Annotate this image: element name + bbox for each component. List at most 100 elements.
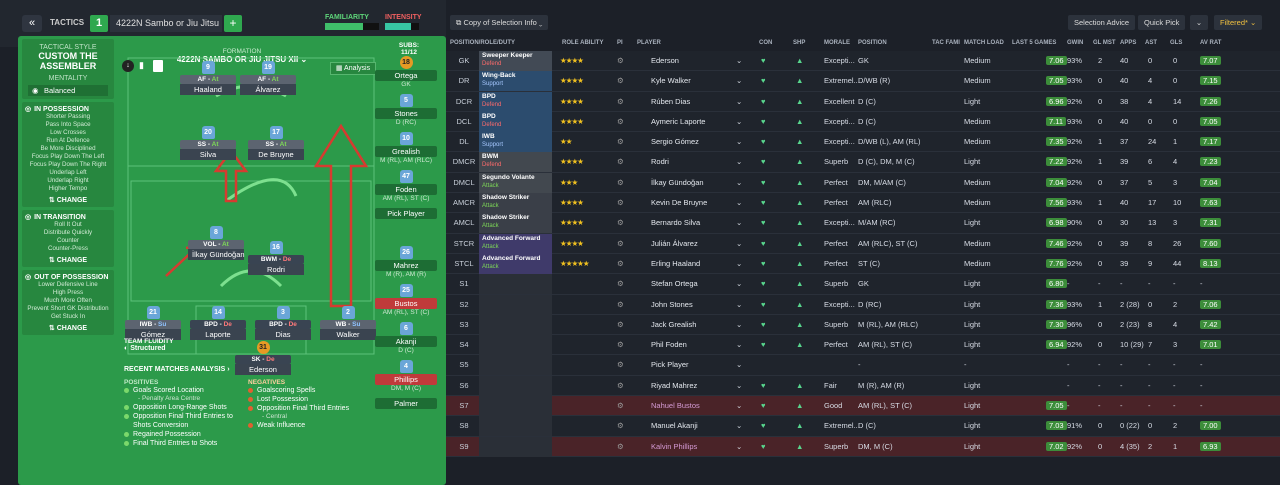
player-name[interactable]: Kevin De Bruyne	[651, 198, 708, 208]
chevron-down-icon[interactable]: ⌄	[736, 96, 743, 106]
role-cell[interactable]: BPD Defend	[479, 111, 552, 132]
filter-button[interactable]: Filtered* ⌄	[1214, 15, 1263, 30]
role-cell[interactable]	[479, 416, 552, 437]
pi-icon[interactable]: ⚙	[617, 380, 624, 390]
table-row[interactable]: S9 ⚙ Kalvin Phillips ⌄ ♥ ▲ Superb DM, M (C) Ligh…	[446, 436, 1280, 457]
player-name[interactable]: Manuel Akanji	[651, 421, 698, 431]
role-cell[interactable]	[479, 294, 552, 315]
in-transition-change-button[interactable]: ⇅ CHANGE	[48, 257, 88, 264]
role-cell[interactable]: Advanced Forward Attack	[479, 253, 552, 274]
pitch-player[interactable]: 3 BPD - De Dias	[255, 306, 311, 340]
pi-icon[interactable]: ⚙	[617, 279, 624, 289]
pi-icon[interactable]: ⚙	[617, 218, 624, 228]
role-cell[interactable]	[479, 335, 552, 356]
tablet-icon[interactable]	[153, 60, 163, 72]
role-cell[interactable]: Shadow Striker Attack	[479, 193, 552, 214]
table-row[interactable]: GK Sweeper Keeper Defend ★★★★ ⚙ Ederson ⌄ ♥ ▲ Exc…	[446, 51, 1280, 72]
pitch-player[interactable]: 14 BPD - De Laporte	[190, 306, 246, 340]
chevron-down-icon[interactable]: ⌄	[736, 421, 743, 431]
role-cell[interactable]	[479, 436, 552, 457]
pi-icon[interactable]: ⚙	[617, 96, 624, 106]
pitch-player[interactable]: 19 AF - At Álvarez	[240, 61, 296, 95]
sub-slot[interactable]: 4 Phillips DM, M (C)	[373, 360, 439, 398]
add-tactic-button[interactable]: +	[224, 15, 242, 32]
column-header[interactable]: GL MST	[1093, 40, 1116, 46]
player-name[interactable]: İlkay Gündoğan	[651, 177, 704, 187]
table-row[interactable]: S5 ⚙ Pick Player ⌄ - - - - - - - -	[446, 355, 1280, 376]
pitch-player[interactable]: 21 IWB - Su Gómez	[125, 306, 181, 340]
column-header[interactable]: AST	[1145, 40, 1157, 46]
table-row[interactable]: DMCR BWM Defend ★★★★ ⚙ Rodri ⌄ ♥ ▲ Superb D (C), D…	[446, 152, 1280, 173]
sub-slot[interactable]: 25 Bustos AM (RL), ST (C)	[373, 284, 439, 322]
chevron-down-icon[interactable]: ⌄	[736, 238, 743, 248]
player-name[interactable]: Rúben Dias	[651, 96, 691, 106]
sub-slot[interactable]: Palmer	[373, 398, 439, 436]
selection-advice-button[interactable]: Selection Advice	[1068, 15, 1136, 30]
role-cell[interactable]: BWM Defend	[479, 152, 552, 173]
pi-icon[interactable]: ⚙	[617, 76, 624, 86]
pi-icon[interactable]: ⚙	[617, 56, 624, 65]
pi-icon[interactable]: ⚙	[617, 177, 624, 187]
chevron-down-icon[interactable]: ⌄	[736, 401, 743, 411]
pi-icon[interactable]: ⚙	[617, 340, 624, 350]
table-row[interactable]: STCL Advanced Forward Attack ★★★★★ ⚙ Erling H…	[446, 253, 1280, 275]
table-row[interactable]: S8 ⚙ Manuel Akanji ⌄ ♥ ▲ Extremel... D (C) Light…	[446, 416, 1280, 437]
player-name[interactable]: Rodri	[651, 157, 669, 167]
recent-matches-title[interactable]: RECENT MATCHES ANALYSIS ›	[124, 366, 230, 373]
pitch-player[interactable]: 17 SS - At De Bruyne	[248, 126, 304, 160]
role-cell[interactable]: Sweeper Keeper Defend	[479, 51, 552, 71]
chevron-down-icon[interactable]: ⌄	[736, 177, 743, 187]
table-row[interactable]: AMCL Shadow Striker Attack ★★★★ ⚙ Bernardo Si…	[446, 213, 1280, 234]
column-header[interactable]: TAC FAMI	[932, 40, 960, 46]
player-name[interactable]: Stefan Ortega	[651, 279, 698, 289]
column-header[interactable]: APPS	[1120, 40, 1137, 46]
formation-title[interactable]: 4222N SAMBO OR JIU JITSU XII ⌄	[176, 55, 308, 64]
table-row[interactable]: S2 ⚙ John Stones ⌄ ♥ ▲ Excepti... D (RC) Light 7.…	[446, 294, 1280, 315]
back-nav-button[interactable]: «	[22, 15, 42, 32]
role-cell[interactable]: Advanced Forward Attack	[479, 233, 552, 254]
chevron-down-icon[interactable]: ⌄	[736, 56, 743, 65]
tactic-number[interactable]: 1	[90, 15, 108, 32]
player-name[interactable]: Jack Grealish	[651, 319, 697, 329]
player-name[interactable]: Ederson	[651, 56, 679, 65]
table-row[interactable]: S1 ⚙ Stefan Ortega ⌄ ♥ ▲ Superb GK Light 6.80- - - -…	[446, 274, 1280, 295]
chevron-down-icon[interactable]: ⌄	[736, 198, 743, 208]
pi-icon[interactable]: ⚙	[617, 360, 624, 370]
player-name[interactable]: Erling Haaland	[651, 258, 701, 268]
chevron-down-icon[interactable]: ⌄	[736, 116, 743, 126]
sub-slot[interactable]: 47 Foden AM (RL), ST (C)	[373, 170, 439, 208]
table-row[interactable]: DR Wing-Back Support ★★★★ ⚙ Kyle Walker ⌄ ♥ ▲ Ext…	[446, 71, 1280, 92]
role-cell[interactable]: Wing-Back Support	[479, 71, 552, 92]
quick-pick-dropdown[interactable]: ⌄	[1190, 15, 1208, 30]
player-name[interactable]: Phil Foden	[651, 340, 687, 350]
chevron-down-icon[interactable]: ⌄	[736, 380, 743, 390]
role-cell[interactable]	[479, 396, 552, 417]
tactical-style-box[interactable]: TACTICAL STYLE CUSTOM THE ASSEMBLER MENT…	[22, 39, 114, 99]
chevron-down-icon[interactable]: ⌄	[736, 319, 743, 329]
column-header[interactable]: CON	[759, 40, 773, 46]
sub-slot[interactable]: 5 Stones D (RC)	[373, 94, 439, 132]
chevron-down-icon[interactable]: ⌄	[736, 76, 743, 86]
analysis-button[interactable]: ▦ Analysis	[330, 62, 376, 75]
chevron-down-icon[interactable]: ⌄	[736, 137, 743, 147]
player-name[interactable]: John Stones	[651, 299, 693, 309]
quick-pick-button[interactable]: Quick Pick	[1138, 15, 1186, 30]
pi-icon[interactable]: ⚙	[617, 116, 624, 126]
player-name[interactable]: Sergio Gómez	[651, 137, 699, 147]
pitch-player[interactable]: 2 WB - Su Walker	[320, 306, 376, 340]
table-row[interactable]: DMCL Segundo Volante Attack ★★★ ⚙ İlkay Gündo…	[446, 172, 1280, 194]
column-header[interactable]: PI	[617, 40, 623, 46]
player-name[interactable]: Kalvin Phillips	[651, 441, 698, 451]
table-row[interactable]: S6 ⚙ Riyad Mahrez ⌄ ♥ ▲ Fair M (R), AM (R) Light…	[446, 375, 1280, 397]
out-of-possession-change-button[interactable]: ⇅ CHANGE	[48, 325, 88, 332]
pi-icon[interactable]: ⚙	[617, 137, 624, 147]
pi-icon[interactable]: ⚙	[617, 421, 624, 431]
pi-icon[interactable]: ⚙	[617, 319, 624, 329]
player-name[interactable]: Pick Player	[651, 360, 689, 370]
pi-icon[interactable]: ⚙	[617, 157, 624, 167]
column-header[interactable]: POSITION	[858, 40, 887, 46]
pitch-player[interactable]: 31 SK - De Ederson	[235, 341, 291, 375]
table-row[interactable]: STCR Advanced Forward Attack ★★★★ ⚙ Julián Ál…	[446, 233, 1280, 254]
pi-icon[interactable]: ⚙	[617, 238, 624, 248]
column-header[interactable]: ROLE ABILITY	[562, 40, 604, 46]
